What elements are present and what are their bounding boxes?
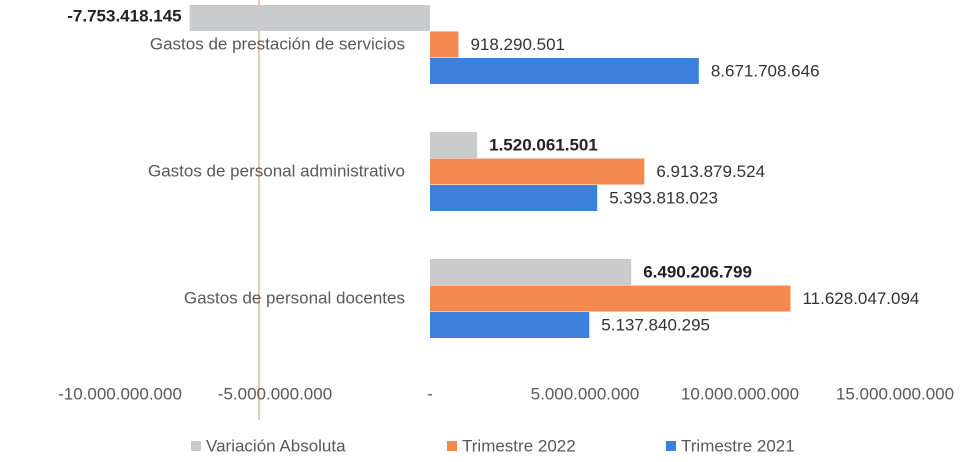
category-label: Gastos de prestación de servicios — [150, 34, 405, 53]
value-label: 8.671.708.646 — [711, 61, 820, 80]
value-label: 6.490.206.799 — [643, 262, 752, 281]
legend-label: Variación Absoluta — [206, 436, 346, 455]
value-label: 918.290.501 — [470, 35, 565, 54]
bar — [430, 158, 645, 185]
bar — [430, 58, 699, 84]
value-label: 5.137.840.295 — [601, 315, 710, 334]
value-label: 11.628.047.094 — [802, 289, 919, 308]
value-label: 5.393.818.023 — [609, 188, 718, 207]
legend-label: Trimestre 2021 — [681, 436, 795, 455]
legend-swatch — [447, 441, 457, 451]
bar — [430, 259, 632, 285]
x-tick-label: -10.000.000.000 — [58, 384, 182, 403]
x-tick-label: -5.000.000.000 — [218, 384, 332, 403]
x-tick-label: - — [427, 384, 433, 403]
legend-label: Trimestre 2022 — [462, 436, 576, 455]
bar — [430, 185, 598, 211]
bar — [430, 132, 478, 158]
legend-swatch — [666, 441, 676, 451]
bar — [430, 312, 590, 338]
category-label: Gastos de personal docentes — [184, 288, 405, 307]
x-tick-label: 5.000.000.000 — [531, 384, 640, 403]
x-tick-label: 10.000.000.000 — [681, 384, 799, 403]
bar — [430, 285, 791, 312]
value-label: 6.913.879.524 — [656, 162, 765, 181]
x-tick-label: 15.000.000.000 — [836, 384, 954, 403]
value-label: 1.520.061.501 — [489, 135, 598, 154]
bar — [189, 5, 430, 31]
bar — [430, 31, 459, 58]
category-label: Gastos de personal administrativo — [148, 161, 405, 180]
value-label: -7.753.418.145 — [67, 6, 181, 25]
legend-swatch — [191, 441, 201, 451]
